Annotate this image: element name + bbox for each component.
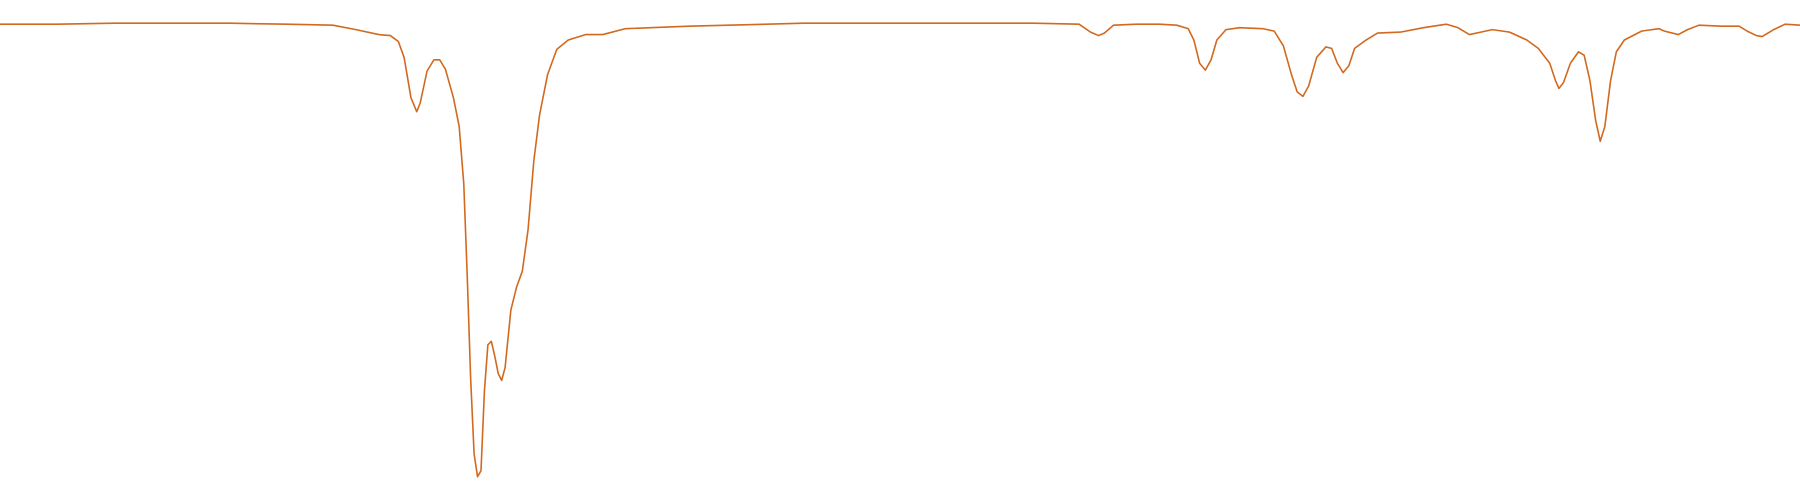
spectrum-line [0,22,1800,478]
